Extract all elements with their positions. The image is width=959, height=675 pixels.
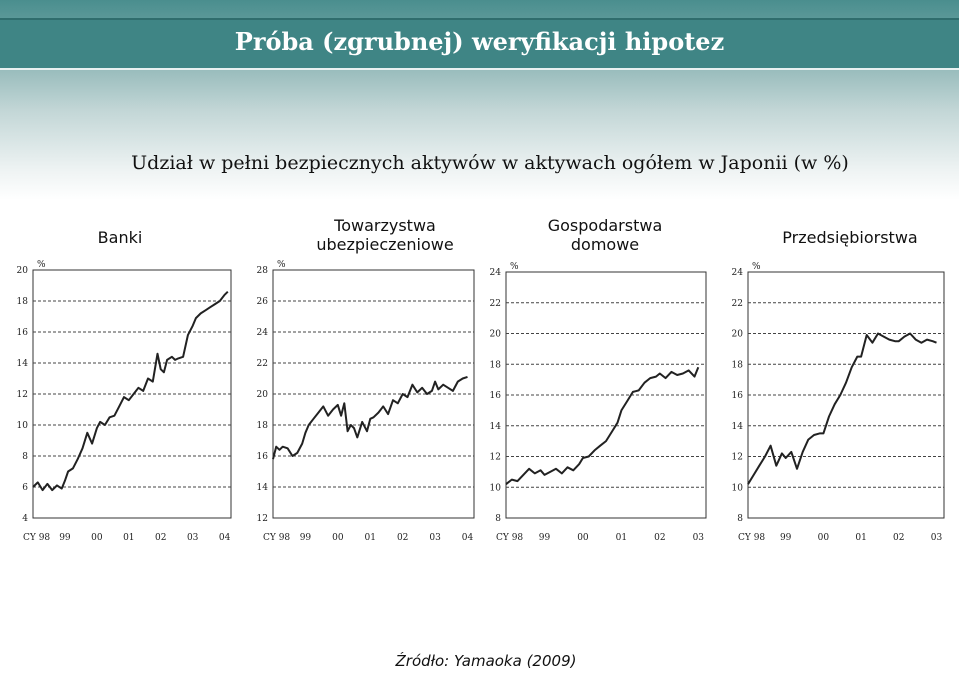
y-axis-unit-label: % xyxy=(277,260,286,270)
y-tick-label: 20 xyxy=(490,330,502,340)
series-line xyxy=(272,375,468,460)
panel-label-towarzystwa: Towarzystwa ubezpieczeniowe xyxy=(290,216,480,254)
y-tick-label: 24 xyxy=(732,268,744,278)
y-tick-label: 18 xyxy=(17,297,29,307)
y-tick-label: 14 xyxy=(732,422,744,432)
x-tick-label: 00 xyxy=(91,533,103,543)
x-tick-label: 00 xyxy=(818,533,830,543)
y-tick-label: 14 xyxy=(257,483,269,493)
series-line xyxy=(747,332,937,485)
y-tick-label: 16 xyxy=(490,391,502,401)
y-tick-label: 16 xyxy=(257,452,269,462)
x-tick-label: CY 98 xyxy=(263,533,290,543)
panel-label-line2: Przedsiębiorstwa xyxy=(782,228,918,247)
x-tick-label: 00 xyxy=(577,533,589,543)
y-tick-label: 14 xyxy=(17,359,29,369)
y-tick-label: 20 xyxy=(732,330,744,340)
panel-label-line2: Banki xyxy=(97,228,143,247)
y-tick-label: 24 xyxy=(257,328,269,338)
panel-label-line2: domowe xyxy=(570,235,640,254)
y-tick-label: 8 xyxy=(22,452,28,462)
source-note: Źródło: Yamaoka (2009) xyxy=(395,652,577,670)
y-tick-label: 18 xyxy=(732,360,744,370)
x-tick-label: CY 98 xyxy=(23,533,50,543)
x-tick-label: 03 xyxy=(931,533,943,543)
y-tick-label: 22 xyxy=(257,359,268,369)
x-tick-label: 04 xyxy=(219,533,231,543)
x-tick-label: 02 xyxy=(893,533,904,543)
y-tick-label: 10 xyxy=(732,483,744,493)
x-tick-label: 01 xyxy=(123,533,134,543)
y-tick-label: 14 xyxy=(490,422,502,432)
x-tick-label: 01 xyxy=(616,533,627,543)
panel-label-banki: Banki xyxy=(30,228,210,247)
y-tick-label: 12 xyxy=(257,514,268,524)
x-tick-label: 03 xyxy=(693,533,705,543)
y-axis-unit-label: % xyxy=(510,262,519,272)
x-tick-label: 01 xyxy=(365,533,376,543)
y-tick-label: 22 xyxy=(732,299,743,309)
x-tick-label: 03 xyxy=(187,533,199,543)
y-tick-label: 12 xyxy=(17,390,28,400)
chart-group-subtitle: Udział w pełni bezpiecznych aktywów w ak… xyxy=(131,152,849,174)
x-tick-label: 02 xyxy=(654,533,665,543)
y-tick-label: 12 xyxy=(490,453,501,463)
title-bar xyxy=(0,18,959,70)
x-tick-label: 99 xyxy=(539,533,551,543)
y-axis-unit-label: % xyxy=(752,262,761,272)
panel-label-line1: Towarzystwa xyxy=(334,216,436,235)
y-tick-label: 8 xyxy=(495,514,501,524)
y-tick-label: 16 xyxy=(17,328,29,338)
y-tick-label: 18 xyxy=(257,421,269,431)
plot-frame xyxy=(32,269,232,519)
panel-label-gospodarstwa: Gospodarstwa domowe xyxy=(510,216,700,254)
y-tick-label: 8 xyxy=(737,514,743,524)
y-tick-label: 4 xyxy=(22,514,28,524)
x-tick-label: 99 xyxy=(780,533,792,543)
panel-label-przedsiebiorstwa: Przedsiębiorstwa xyxy=(755,228,945,247)
x-tick-label: 99 xyxy=(300,533,312,543)
x-tick-label: CY 98 xyxy=(738,533,765,543)
y-tick-label: 26 xyxy=(257,297,269,307)
y-tick-label: 10 xyxy=(490,483,502,493)
y-tick-label: 24 xyxy=(490,268,502,278)
x-tick-label: 02 xyxy=(155,533,166,543)
y-tick-label: 28 xyxy=(257,266,269,276)
y-tick-label: 22 xyxy=(490,299,501,309)
x-tick-label: 04 xyxy=(462,533,474,543)
series-line xyxy=(505,366,700,485)
y-tick-label: 12 xyxy=(732,453,743,463)
y-tick-label: 20 xyxy=(257,390,269,400)
series-line xyxy=(32,290,229,492)
y-tick-label: 20 xyxy=(17,266,29,276)
y-tick-label: 6 xyxy=(22,483,28,493)
page-title: Próba (zgrubnej) weryfikacji hipotez xyxy=(234,27,725,56)
x-tick-label: CY 98 xyxy=(496,533,523,543)
y-tick-label: 10 xyxy=(17,421,29,431)
x-tick-label: 99 xyxy=(59,533,71,543)
y-axis-unit-label: % xyxy=(37,260,46,270)
x-tick-label: 01 xyxy=(855,533,866,543)
x-tick-label: 00 xyxy=(332,533,344,543)
y-tick-label: 18 xyxy=(490,360,502,370)
panel-label-line1: Gospodarstwa xyxy=(547,216,663,235)
panel-label-line2: ubezpieczeniowe xyxy=(316,235,454,254)
x-tick-label: 02 xyxy=(397,533,408,543)
x-tick-label: 03 xyxy=(429,533,441,543)
y-tick-label: 16 xyxy=(732,391,744,401)
